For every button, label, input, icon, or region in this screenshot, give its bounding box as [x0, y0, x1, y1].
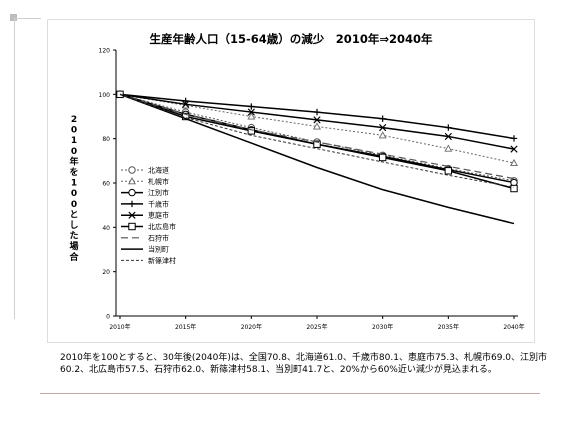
- x-tick-label: 2010年: [109, 323, 130, 331]
- line-chart: 生産年齢人口（15-64歳）の減少 2010年⇒2040年 2 0 1 0 年を 1 0 0 と…: [69, 32, 525, 332]
- x-tick-label: 2030年: [372, 323, 393, 331]
- x-tick-label: 2015年: [175, 323, 196, 331]
- decorative-frame-line: [14, 18, 41, 319]
- data-point: [182, 97, 189, 105]
- x-tick-label: 2025年: [306, 323, 327, 331]
- legend-marker: [128, 177, 136, 185]
- y-tick-label: 0: [106, 314, 110, 321]
- data-point: [510, 145, 518, 153]
- legend-label: 千歳市: [148, 199, 169, 208]
- legend-label: 札幌市: [148, 177, 169, 186]
- y-tick-label: 20: [102, 269, 110, 276]
- x-tick-label: 2020年: [241, 323, 262, 331]
- data-point: [313, 116, 321, 124]
- decorative-divider: [40, 393, 540, 394]
- data-point: [247, 112, 256, 120]
- legend-label: 新篠津村: [148, 256, 176, 265]
- y-axis-label: 2 0 1 0 年を 1 0 0 とした場合: [69, 115, 79, 263]
- data-point: [313, 122, 321, 130]
- y-tick-label: 60: [102, 181, 110, 188]
- data-point: [116, 90, 124, 99]
- series-layer: [116, 90, 518, 225]
- data-point: [378, 153, 387, 162]
- legend-label: 北海道: [148, 166, 169, 175]
- y-tick-label: 80: [102, 136, 110, 143]
- data-point: [510, 158, 518, 167]
- legend-item: 北海道: [121, 166, 169, 175]
- data-point: [313, 108, 321, 116]
- legend-label: 当別町: [148, 245, 169, 254]
- legend-item: 札幌市: [121, 177, 169, 186]
- legend-marker: [128, 200, 136, 208]
- x-tick-label: 2035年: [438, 323, 459, 331]
- series-8: [119, 93, 515, 225]
- data-point: [248, 103, 255, 110]
- series-6: [116, 90, 518, 193]
- data-point: [510, 178, 518, 187]
- chart-caption: 2010年を100とすると、30年後(2040年)は、全国70.8、北海道61.…: [60, 353, 548, 375]
- chart-frame: 生産年齢人口（15-64歳）の減少 2010年⇒2040年 2 0 1 0 年を 1 0 0 と…: [47, 19, 535, 343]
- legend-item: 北広島市: [121, 222, 176, 231]
- series-7: [119, 93, 515, 180]
- data-point: [247, 108, 255, 116]
- legend-marker: [128, 188, 136, 197]
- legend-marker: [128, 222, 136, 231]
- legend-item: 新篠津村: [121, 256, 176, 265]
- legend-item: 恵庭市: [121, 211, 169, 220]
- legend-label: 江別市: [148, 188, 169, 197]
- y-tick-label: 40: [102, 225, 110, 232]
- legend-item: 石狩市: [121, 233, 169, 242]
- legend-item: 江別市: [121, 188, 169, 197]
- data-point: [378, 131, 387, 139]
- x-tick-label: 2040年: [503, 323, 524, 331]
- data-point: [510, 184, 518, 193]
- data-point: [444, 144, 453, 152]
- series-5: [116, 90, 518, 153]
- legend-marker: [128, 211, 136, 219]
- legend-label: 北広島市: [148, 222, 176, 231]
- data-point: [182, 100, 190, 108]
- decorative-square: [10, 14, 17, 21]
- data-point: [445, 124, 452, 131]
- legend-label: 恵庭市: [148, 211, 169, 220]
- y-tick-label: 100: [99, 92, 111, 99]
- data-point: [444, 132, 452, 141]
- legend-marker: [128, 166, 136, 174]
- data-point: [444, 167, 453, 175]
- data-point: [379, 115, 386, 122]
- series-4: [116, 91, 518, 142]
- legend-label: 石狩市: [148, 233, 169, 242]
- data-point: [247, 127, 256, 135]
- data-point: [510, 135, 518, 142]
- data-point: [379, 123, 387, 132]
- series-line: [119, 93, 515, 225]
- chart-title: 生産年齢人口（15-64歳）の減少 2010年⇒2040年: [150, 32, 433, 46]
- legend-item: 千歳市: [121, 199, 169, 208]
- chart-axes: 0 20 40 60 80 100 120 2010年 2015年 2020年 2025年 2030年…: [99, 48, 525, 332]
- data-point: [313, 140, 321, 148]
- series-line: [119, 93, 515, 180]
- legend-item: 当別町: [121, 245, 169, 254]
- y-tick-label: 120: [99, 48, 111, 55]
